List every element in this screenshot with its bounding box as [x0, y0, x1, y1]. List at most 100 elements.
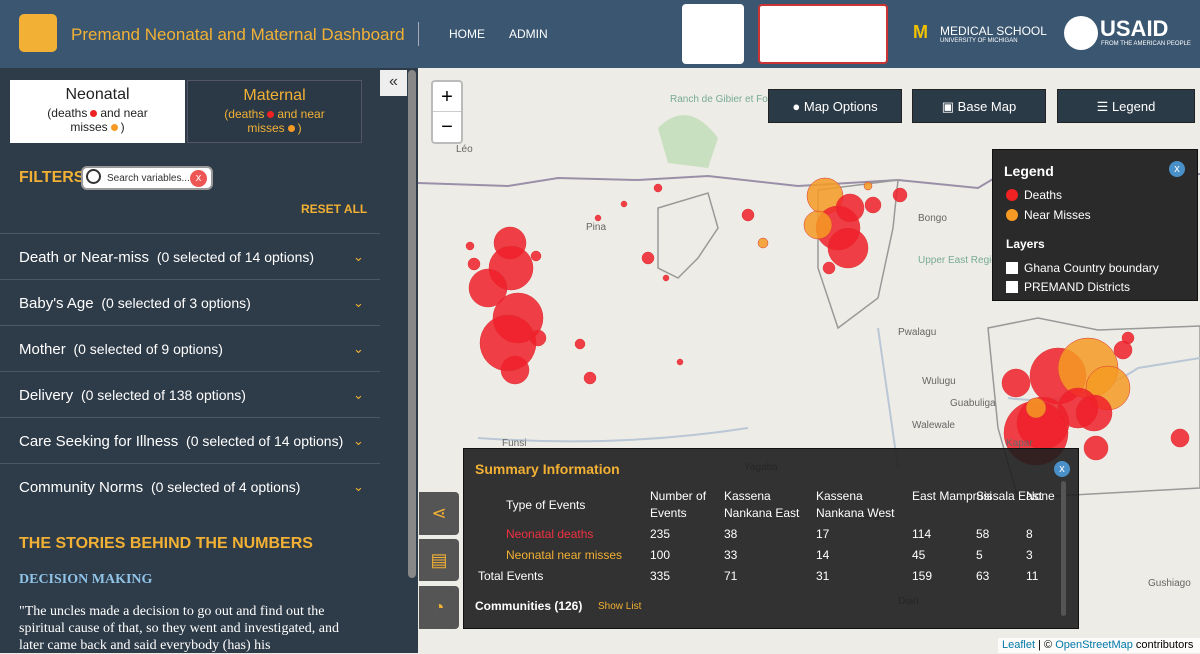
search-box[interactable]: Search variables... x: [81, 166, 213, 190]
event-circle[interactable]: [529, 329, 547, 347]
event-circle[interactable]: [676, 358, 684, 366]
filter-name: Delivery: [19, 387, 74, 404]
event-circle[interactable]: [620, 200, 628, 208]
event-circle[interactable]: [827, 227, 869, 269]
attribution: Leaflet | © OpenStreetMap contributors: [998, 638, 1200, 653]
print-button[interactable]: ▤: [419, 539, 459, 581]
filter-item[interactable]: Mother (0 selected of 9 options) ⌄: [0, 325, 380, 371]
clear-button[interactable]: x: [190, 170, 207, 187]
zoom-out[interactable]: −: [441, 116, 453, 138]
legend-title: Legend: [1004, 163, 1054, 179]
district: [987, 317, 1200, 499]
share-button[interactable]: ⋖: [419, 492, 459, 535]
event-circle[interactable]: [803, 210, 833, 240]
event-circle[interactable]: [479, 314, 537, 372]
nav-home[interactable]: HOME: [449, 27, 485, 41]
event-circle[interactable]: [653, 183, 663, 193]
event-circle[interactable]: [641, 251, 655, 265]
filter-item[interactable]: Care Seeking for Illness (0 selected of …: [0, 417, 380, 463]
filters-title: FILTERS: [19, 169, 85, 186]
death-dot: [90, 110, 98, 117]
table-cell: 5: [976, 548, 983, 562]
reset-all[interactable]: RESET ALL: [301, 202, 368, 216]
usaid: USAID: [1100, 16, 1169, 41]
table-cell: 100: [650, 548, 671, 562]
dashboard-button[interactable]: ◔: [419, 586, 459, 629]
event-circle[interactable]: [465, 241, 475, 251]
event-circle[interactable]: [1001, 368, 1031, 398]
row-label: Total Events: [478, 569, 544, 583]
tab-sub2: and near misses: [247, 107, 325, 135]
filter-detail: (0 selected of 4 options): [150, 479, 301, 495]
filter-item[interactable]: Death or Near-miss (0 selected of 14 opt…: [0, 233, 380, 279]
tab-title: Neonatal: [65, 86, 130, 103]
event-circle[interactable]: [892, 187, 908, 203]
attribution-sep: | ©: [1038, 639, 1053, 651]
event-circle[interactable]: [583, 371, 597, 385]
map-label: Guabuliga: [950, 398, 996, 409]
header: Premand Neonatal and Maternal Dashboard …: [0, 0, 1200, 68]
osm-link[interactable]: OpenStreetMap: [1055, 639, 1133, 651]
event-circle[interactable]: [863, 181, 873, 191]
event-circle[interactable]: [864, 196, 882, 214]
table-header: Kassena Nankana East: [724, 489, 800, 520]
tab-maternal[interactable]: Maternal (deaths and near misses): [187, 80, 362, 143]
filter-detail: (0 selected of 14 options): [156, 249, 315, 265]
event-circle[interactable]: [594, 214, 602, 222]
chevron: ⌄: [353, 341, 364, 356]
legend-button[interactable]: ☰ Legend: [1057, 89, 1195, 123]
table-cell: 71: [724, 569, 738, 583]
table-cell: 14: [816, 548, 830, 562]
event-circle[interactable]: [1083, 435, 1109, 461]
event-circle[interactable]: [468, 268, 508, 308]
filter-item[interactable]: Delivery (0 selected of 138 options) ⌄: [0, 371, 380, 417]
event-circle[interactable]: [1170, 428, 1190, 448]
legend-swatch: [1006, 189, 1018, 201]
filter-item[interactable]: Baby's Age (0 selected of 3 options) ⌄: [0, 279, 380, 325]
event-circle[interactable]: [574, 338, 586, 350]
map-label: Funsi: [502, 438, 526, 449]
event-circle[interactable]: [822, 261, 836, 275]
event-circle[interactable]: [835, 193, 865, 223]
event-circle[interactable]: [1121, 331, 1135, 345]
button-label: Map Options: [803, 99, 878, 114]
legend-close[interactable]: x: [1169, 161, 1185, 177]
layer-checkbox[interactable]: [1006, 262, 1018, 274]
search-icon: [86, 169, 101, 184]
tab-sub: (deaths: [224, 107, 265, 121]
event-circle[interactable]: [757, 237, 769, 249]
base-map-button[interactable]: ▣ Base Map: [912, 89, 1046, 123]
filter-item[interactable]: Community Norms (0 selected of 4 options…: [0, 463, 380, 509]
event-circle[interactable]: [741, 208, 755, 222]
event-circle[interactable]: [1025, 397, 1047, 419]
row-label: Neonatal near misses: [506, 548, 623, 562]
usaid-sub: FROM THE AMERICAN PEOPLE: [1101, 41, 1191, 47]
tab-neonatal[interactable]: Neonatal (deaths and near misses): [10, 80, 185, 143]
leaflet-link[interactable]: Leaflet: [1002, 639, 1036, 651]
zoom-in[interactable]: +: [433, 82, 461, 112]
event-circle[interactable]: [530, 250, 542, 262]
map-options-button[interactable]: ● Map Options: [768, 89, 902, 123]
filter-name: Community Norms: [19, 479, 144, 496]
table-cell: 3: [1026, 548, 1033, 562]
table-cell: 11: [1026, 569, 1039, 583]
nhrc-logo: [758, 4, 888, 64]
usaid-seal: [1064, 16, 1098, 50]
table-cell: 235: [650, 527, 671, 541]
event-circle[interactable]: [662, 274, 670, 282]
table-cell: 33: [724, 548, 738, 562]
scrollbar: [1061, 481, 1066, 616]
nav-admin[interactable]: ADMIN: [509, 27, 548, 41]
summary-close[interactable]: x: [1054, 461, 1070, 477]
stories-title: THE STORIES BEHIND THE NUMBERS: [19, 535, 313, 552]
layer-checkbox[interactable]: [1006, 281, 1018, 293]
event-circle[interactable]: [1075, 394, 1113, 432]
row-label: Neonatal deaths: [506, 527, 594, 541]
show-list[interactable]: Show List: [598, 601, 642, 612]
table-header: Sissala East: [976, 489, 1043, 503]
event-circle[interactable]: [467, 257, 481, 271]
table-cell: 8: [1026, 527, 1033, 541]
collapse-button[interactable]: «: [380, 70, 407, 96]
park: [658, 115, 718, 168]
attribution-text: contributors: [1135, 639, 1194, 651]
